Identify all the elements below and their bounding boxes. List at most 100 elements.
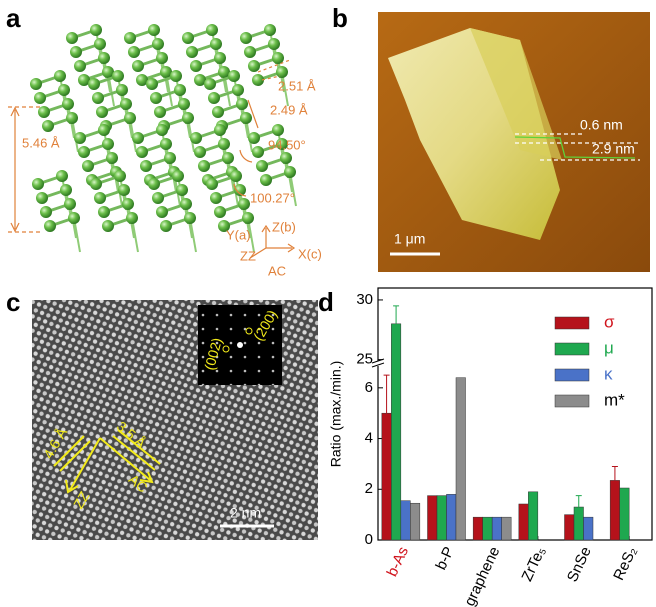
dimension-lines (8, 59, 296, 259)
x-tick-label: ZrTe₅ (518, 544, 549, 584)
atom (152, 192, 164, 204)
atom (126, 212, 138, 224)
atom (62, 98, 74, 110)
panel-label: a (6, 3, 21, 33)
x-tick-label: b-As (384, 544, 412, 579)
atom (112, 70, 124, 82)
annotation: 0.6 nm (580, 117, 623, 133)
legend-swatch (554, 316, 590, 330)
center-spot (237, 342, 243, 348)
atom (228, 70, 240, 82)
atom (106, 152, 118, 164)
bar (619, 487, 630, 541)
atom (234, 184, 246, 196)
atom (78, 74, 90, 86)
y-tick-label: 2 (365, 480, 373, 497)
x-tick-label: graphene (461, 544, 503, 607)
annotation: Z(b) (272, 219, 296, 234)
bar (410, 502, 421, 541)
atom (140, 160, 152, 172)
atom (136, 146, 148, 158)
atom (156, 124, 168, 136)
atom (120, 98, 132, 110)
annotation: X(c) (298, 246, 322, 261)
atom (132, 60, 144, 72)
atom (260, 174, 272, 186)
bar (436, 495, 447, 541)
atom (190, 60, 202, 72)
atom (252, 74, 264, 86)
atom (194, 74, 206, 86)
spot-marker (222, 345, 230, 353)
atom (256, 160, 268, 172)
scale-bar-label: 2 nm (230, 505, 261, 521)
atom (236, 98, 248, 110)
atom (238, 198, 250, 210)
atom (248, 60, 260, 72)
bar (491, 516, 502, 541)
atom (280, 152, 292, 164)
axis-break-gap (372, 361, 384, 366)
x-tick-label: b-P (432, 544, 457, 572)
atom (222, 152, 234, 164)
atom (172, 170, 184, 182)
atom (98, 52, 110, 64)
atom (116, 84, 128, 96)
atom (148, 24, 160, 36)
legend-label: σ (604, 312, 615, 331)
height-lines (514, 133, 640, 161)
error-bar (383, 374, 390, 414)
atom (66, 32, 78, 44)
bar (564, 514, 575, 541)
annotation: 100.27° (250, 190, 295, 205)
direction-arrows (53, 429, 161, 494)
atom (272, 124, 284, 136)
atom (42, 120, 54, 132)
y-tick-label: 4 (365, 430, 373, 447)
atom (208, 92, 220, 104)
atom (40, 206, 52, 218)
legend-swatch (554, 394, 590, 408)
atom (232, 84, 244, 96)
legend-swatch (554, 368, 590, 382)
scale-bar-label: 1 μm (394, 231, 425, 247)
atom (240, 112, 252, 124)
atom (32, 178, 44, 190)
error-bar (611, 465, 618, 481)
atom (124, 32, 136, 44)
atom (174, 84, 186, 96)
atom (194, 146, 206, 158)
atom (170, 70, 182, 82)
atom (56, 170, 68, 182)
annotation: 2.49 Å (270, 102, 308, 117)
y-tick-label: 6 (365, 379, 373, 396)
bar (528, 491, 539, 541)
crystal-structure (30, 24, 297, 253)
atom (128, 46, 140, 58)
annotation: ZZ (70, 488, 93, 511)
bar (400, 500, 411, 541)
atom (114, 170, 126, 182)
atom (214, 124, 226, 136)
atom (230, 170, 242, 182)
atom (248, 132, 260, 144)
bar (446, 494, 457, 541)
atom (204, 78, 216, 90)
atom (190, 132, 202, 144)
bar-chart: Ratio (max./min.) 0 2 4 6 25 30 b-As b-P graphen… (328, 287, 653, 607)
axis-break (371, 358, 385, 368)
bar (501, 516, 512, 541)
atom (70, 46, 82, 58)
atom (276, 66, 288, 78)
atom (66, 112, 78, 124)
annotation: Y(a) (226, 227, 251, 242)
atom (30, 78, 42, 90)
atom (206, 24, 218, 36)
atom (124, 112, 136, 124)
bar (482, 516, 493, 541)
annotation: AC (268, 263, 286, 278)
atom (206, 178, 218, 190)
atom (156, 206, 168, 218)
bar (455, 377, 466, 541)
